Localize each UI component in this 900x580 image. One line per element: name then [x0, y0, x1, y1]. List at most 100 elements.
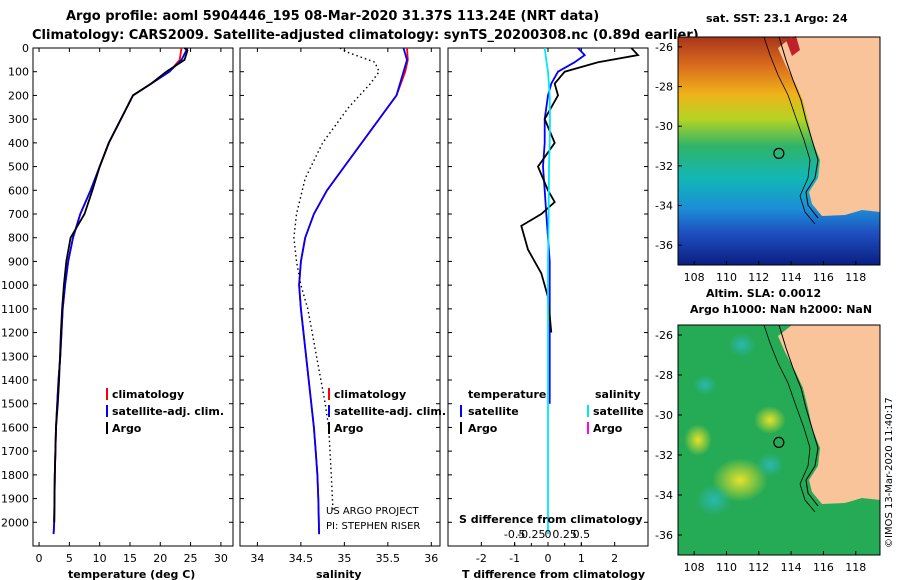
salinity-axes-frame — [239, 47, 441, 547]
s-difference-tick-label: -0.5 — [504, 528, 525, 541]
depth-tick-label: 200 — [8, 89, 29, 102]
sla-low-anomaly — [728, 333, 756, 357]
temperature-series — [52, 47, 189, 535]
s-difference-tick-label: 0.5 — [573, 528, 591, 541]
depth-contour — [763, 36, 816, 225]
depth-tick-label: 0 — [22, 42, 29, 55]
legend-temperature-header: temperature — [468, 388, 546, 401]
temperature-panel: 0100200300400500600700800900100011001200… — [1, 42, 648, 580]
temperature-tick-label: 25 — [184, 552, 198, 565]
map-lon-label: 118 — [845, 561, 866, 574]
sla-map-title-line2: Argo h1000: NaN h2000: NaN — [690, 303, 872, 316]
series-line-climatology — [52, 47, 183, 535]
depth-tick-label: 1500 — [1, 398, 29, 411]
difference-inner-label: S difference from climatology — [459, 513, 643, 526]
sla-map: Altim. SLA: 0.0012 Argo h1000: NaN h2000… — [655, 287, 881, 574]
legend-argo: Argo — [112, 422, 142, 435]
series-line-satellite-adj-clim- — [298, 47, 408, 535]
map-lat-label: -30 — [655, 120, 673, 133]
temperature-tick-label: 10 — [93, 552, 107, 565]
depth-tick-label: 800 — [8, 232, 29, 245]
temperature-tick-label: 15 — [123, 552, 137, 565]
map-lon-label: 108 — [684, 271, 705, 284]
map-lat-label: -30 — [655, 409, 673, 422]
difference-tick-label: 1 — [578, 552, 585, 565]
legend-t-satellite: satellite — [468, 405, 519, 418]
credit-pi: PI: STEPHEN RISER — [326, 521, 420, 532]
depth-tick-label: 1800 — [1, 469, 29, 482]
series-line-climatology — [298, 47, 409, 535]
coastal-warm-patch — [786, 36, 800, 56]
series-line-t-satellite — [542, 47, 587, 404]
difference-tick-label: -2 — [476, 552, 487, 565]
series-line-argo — [53, 47, 189, 523]
depth-tick-label: 1200 — [1, 327, 29, 340]
salinity-panel: 34 34.5 35 35.5 36 salinity climatology sate… — [239, 47, 446, 580]
imos-credit: ©IMOS 13-Mar-2020 11:40:17 — [884, 397, 895, 548]
map-lon-label: 108 — [684, 561, 705, 574]
depth-contour — [763, 324, 816, 513]
depth-tick-label: 600 — [8, 184, 29, 197]
depth-tick-label: 1100 — [1, 303, 29, 316]
temperature-tick-label: 5 — [66, 552, 73, 565]
depth-tick-label: 1000 — [1, 279, 29, 292]
depth-tick-label: 100 — [8, 66, 29, 79]
map-lon-label: 114 — [781, 271, 802, 284]
sst-map: sat. SST: 23.1 Argo: 24 108 110 112 114 116 1… — [655, 12, 881, 284]
sla-map-frame — [677, 324, 881, 556]
difference-tick-label: 0 — [545, 552, 552, 565]
map-lat-label: -34 — [655, 489, 673, 502]
salinity-x-axis: 34 34.5 35 35.5 36 — [250, 48, 438, 565]
difference-series — [520, 47, 640, 535]
australia-land — [778, 37, 880, 216]
legend-s-satellite: satellite — [593, 405, 644, 418]
sst-map-title: sat. SST: 23.1 Argo: 24 — [706, 12, 848, 25]
map-lon-label: 116 — [813, 271, 834, 284]
s-difference-tick-label: 0 — [545, 528, 552, 541]
map-lat-label: -28 — [655, 369, 673, 382]
temperature-axes-frame — [32, 47, 234, 547]
temperature-tick-label: 20 — [153, 552, 167, 565]
shelf-contour — [778, 36, 819, 219]
depth-tick-label: 300 — [8, 113, 29, 126]
map-lat-label: -32 — [655, 160, 673, 173]
salinity-x-label: salinity — [316, 568, 362, 580]
series-line-argo-dotted — [293, 47, 380, 511]
sla-low-anomaly — [756, 453, 784, 477]
legend-t-argo: Argo — [468, 422, 498, 435]
difference-panel: -2 -1 0 1 2 T difference from climatology S … — [447, 47, 649, 580]
temperature-x-axis: 0 5 10 15 20 25 30 — [36, 48, 228, 565]
argo-location-marker — [773, 147, 785, 159]
depth-tick-label: 1900 — [1, 493, 29, 506]
sla-low-anomaly — [696, 484, 732, 516]
depth-tick-label: 400 — [8, 137, 29, 150]
legend-argo: Argo — [334, 422, 364, 435]
legend-salinity-header: salinity — [595, 388, 641, 401]
map-lat-label: -36 — [655, 529, 673, 542]
salinity-legend: climatology satellite-adj. clim. Argo — [328, 388, 446, 435]
depth-tick-label: 900 — [8, 255, 29, 268]
salinity-tick-label: 36 — [424, 552, 438, 565]
map-lat-label: -26 — [655, 329, 673, 342]
map-lon-label: 112 — [748, 561, 769, 574]
map-lat-label: -34 — [655, 200, 673, 213]
sla-high-anomaly — [684, 424, 712, 456]
credit-project: US ARGO PROJECT — [326, 506, 420, 517]
temperature-x-label: temperature (deg C) — [68, 568, 195, 580]
depth-tick-label: 700 — [8, 208, 29, 221]
depth-axis: 0 100 200 300 400 500 600 700 800 900 1000 1100 1200… — [1, 42, 648, 529]
depth-tick-label: 1300 — [1, 350, 29, 363]
depth-tick-label: 500 — [8, 161, 29, 174]
map-lon-label: 114 — [781, 561, 802, 574]
legend-s-argo: Argo — [593, 422, 623, 435]
salinity-tick-label: 34.5 — [289, 552, 314, 565]
series-line-t-argo — [520, 47, 640, 333]
series-line-s-satellite — [543, 47, 551, 535]
s-difference-axis: -0.5-0.250 0.250.5 — [504, 528, 590, 546]
salinity-tick-label: 35 — [337, 552, 351, 565]
figure-title-line2: Climatology: CARS2009. Satellite-adjuste… — [32, 28, 699, 43]
difference-tick-label: 2 — [611, 552, 618, 565]
depth-tick-label: 1700 — [1, 445, 29, 458]
difference-legend: temperature salinity satellite Argo sate… — [460, 388, 644, 435]
